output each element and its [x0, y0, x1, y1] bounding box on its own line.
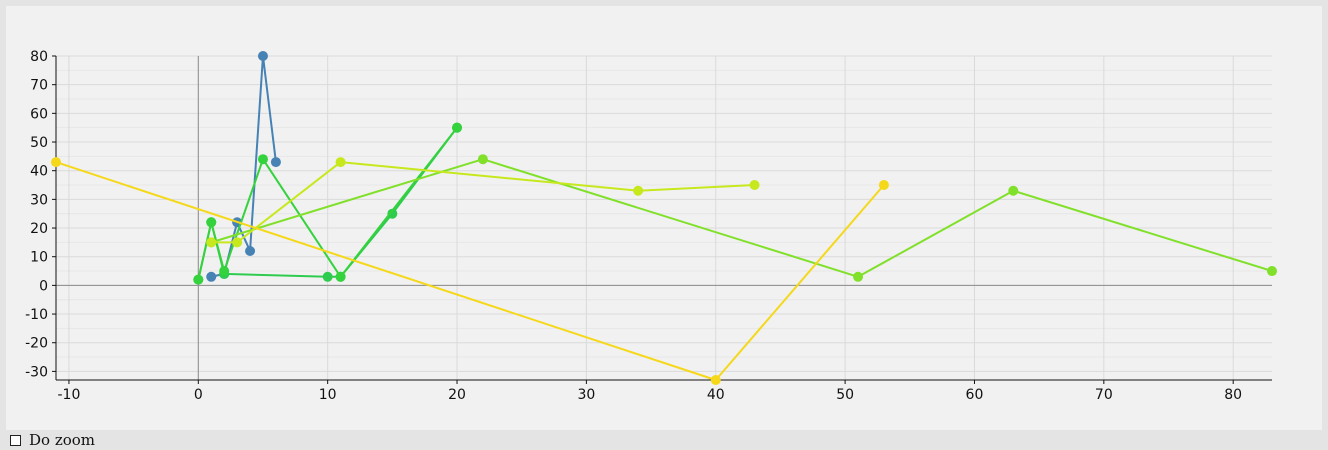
y-tick-label: -10: [25, 307, 48, 323]
data-point: [219, 266, 230, 277]
series-line: [197, 127, 458, 280]
data-point: [387, 208, 398, 219]
chart-panel: 80 70 60 50 40 30 20 10 0 -10 -20 -30 -10 0 10 20 30 40 50…: [6, 6, 1322, 430]
data-point: [749, 180, 760, 191]
do-zoom-checkbox[interactable]: Do zoom: [10, 431, 95, 449]
data-point: [206, 271, 217, 282]
series-line: [211, 55, 277, 278]
data-point: [245, 245, 256, 256]
series-line: [210, 158, 1273, 278]
data-point: [878, 180, 889, 191]
x-tick-label: 30: [577, 387, 595, 403]
y-tick-label: 80: [30, 49, 48, 65]
y-tick-label: 60: [30, 106, 48, 122]
series-3: [206, 154, 1277, 282]
series-4: [206, 157, 760, 248]
data-point: [1267, 266, 1277, 277]
data-point: [193, 274, 204, 285]
x-tick-label: 50: [836, 387, 854, 403]
data-point: [335, 157, 346, 168]
line-chart: 80 70 60 50 40 30 20 10 0 -10 -20 -30 -10 0 10 20 30 40 50…: [25, 49, 1277, 403]
x-tick-label: 60: [966, 387, 984, 403]
y-tick-label: 50: [30, 135, 48, 151]
x-tick-label: 10: [319, 387, 337, 403]
data-point: [270, 157, 281, 168]
series-line: [211, 161, 755, 244]
x-tick-label: 70: [1095, 387, 1113, 403]
do-zoom-label: Do zoom: [29, 431, 96, 449]
data-point: [452, 122, 463, 133]
data-point: [477, 154, 488, 165]
y-tick-label: -30: [25, 364, 48, 380]
tick-labels: 80 70 60 50 40 30 20 10 0 -10 -20 -30 -10 0 10 20 30 40 50…: [25, 49, 1242, 403]
data-point: [257, 51, 268, 61]
y-tick-label: -20: [25, 336, 48, 352]
data-point: [1008, 185, 1019, 196]
y-tick-label: 20: [30, 221, 48, 237]
data-point: [633, 185, 644, 196]
y-tick-label: 0: [39, 278, 48, 294]
x-tick-label: -10: [57, 387, 80, 403]
data-point: [206, 237, 217, 248]
series-5: [51, 157, 889, 385]
x-tick-label: 20: [448, 387, 466, 403]
x-tick-label: 40: [707, 387, 725, 403]
series-layer: [51, 51, 1277, 385]
x-tick-label: 80: [1224, 387, 1242, 403]
data-point: [322, 271, 333, 282]
data-point: [232, 237, 243, 248]
y-tick-label: 40: [30, 164, 48, 180]
data-point: [206, 217, 217, 228]
data-point: [257, 154, 268, 165]
series-2: [193, 122, 463, 285]
checkbox-icon[interactable]: [10, 434, 21, 446]
y-tick-label: 30: [30, 192, 48, 208]
y-tick-label: 10: [30, 250, 48, 266]
data-point: [51, 157, 61, 168]
axes: [52, 55, 1272, 384]
data-point: [853, 271, 864, 282]
y-tick-label: 70: [30, 78, 48, 94]
data-point: [710, 375, 721, 385]
x-tick-label: 0: [194, 387, 203, 403]
data-point: [335, 271, 346, 282]
